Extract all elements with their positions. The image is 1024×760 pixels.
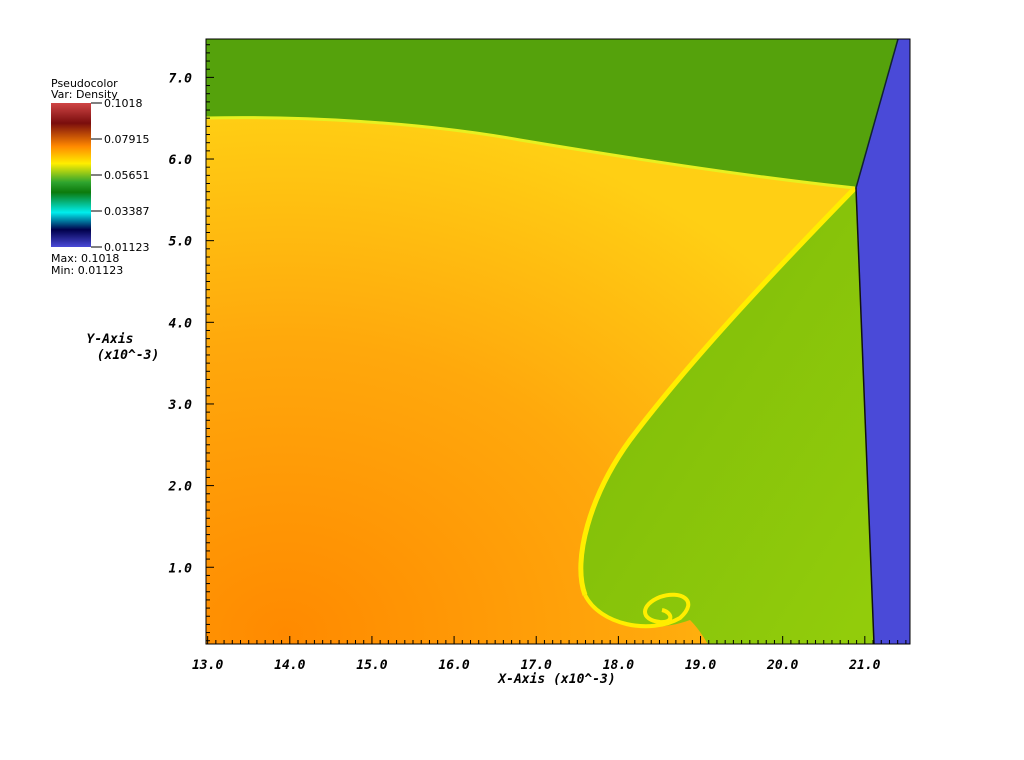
legend-plot-type: Pseudocolor	[51, 77, 118, 90]
region-jet-cocoon	[580, 188, 875, 644]
shock-front-line	[206, 116, 856, 190]
legend-ticks: 0.1018 0.07915 0.05651 0.03387 0.01123	[91, 97, 150, 254]
colorbar-legend: Pseudocolor Var: Density 0.10180.079150.…	[51, 77, 150, 277]
legend-tick-label: 0.07915	[104, 133, 150, 146]
legend-tick-label: 0.03387	[104, 205, 150, 218]
x-tick-label: 21.0	[848, 658, 880, 673]
y-tick-label: 4.0	[169, 316, 193, 331]
region-unshocked-inflow	[856, 39, 910, 644]
plot-frame	[205, 38, 911, 645]
y-tick-label: 5.0	[169, 235, 193, 250]
legend-max: Max: 0.1018	[51, 252, 119, 265]
x-tick-label: 17.0	[521, 658, 552, 673]
x-axis: 13.0 14.0 15.0 16.0 17.0 18.0 19.0 20.0 21.0	[192, 636, 907, 673]
y-tick-label: 7.0	[169, 71, 193, 86]
x-tick-label: 19.0	[685, 658, 716, 673]
x-tick-label: 20.0	[766, 658, 798, 673]
y-axis-unit: (x10^-3)	[97, 348, 160, 363]
mach-stem-line	[855, 187, 875, 644]
legend-tick-label: 0.01123	[104, 241, 150, 254]
slip-line	[578, 186, 857, 596]
x-axis-title: X-Axis (x10^-3)	[497, 672, 615, 687]
y-axis-title: Y-Axis	[87, 332, 134, 347]
x-tick-label: 18.0	[603, 658, 634, 673]
y-tick-label: 1.0	[169, 561, 193, 576]
legend-tick-label: 0.05651	[104, 169, 150, 182]
y-tick-label: 6.0	[169, 153, 193, 168]
y-tick-label: 3.0	[168, 398, 193, 413]
legend-var-label: Var: Density	[51, 88, 118, 101]
legend-tick-label: 0.1018	[104, 97, 143, 110]
x-tick-label: 14.0	[274, 658, 305, 673]
incident-shock-line	[855, 39, 899, 189]
x-tick-label: 16.0	[438, 658, 469, 673]
y-axis: 1.0 2.0 3.0 4.0 5.0 6.0 7.0	[168, 44, 214, 642]
y-tick-label: 2.0	[168, 480, 193, 495]
x-tick-label: 13.0	[192, 658, 223, 673]
legend-colorbar	[51, 103, 91, 247]
density-heatmap	[206, 39, 910, 644]
legend-min: Min: 0.01123	[51, 264, 123, 277]
x-tick-label: 15.0	[356, 658, 387, 673]
vortex-spiral	[583, 592, 691, 629]
